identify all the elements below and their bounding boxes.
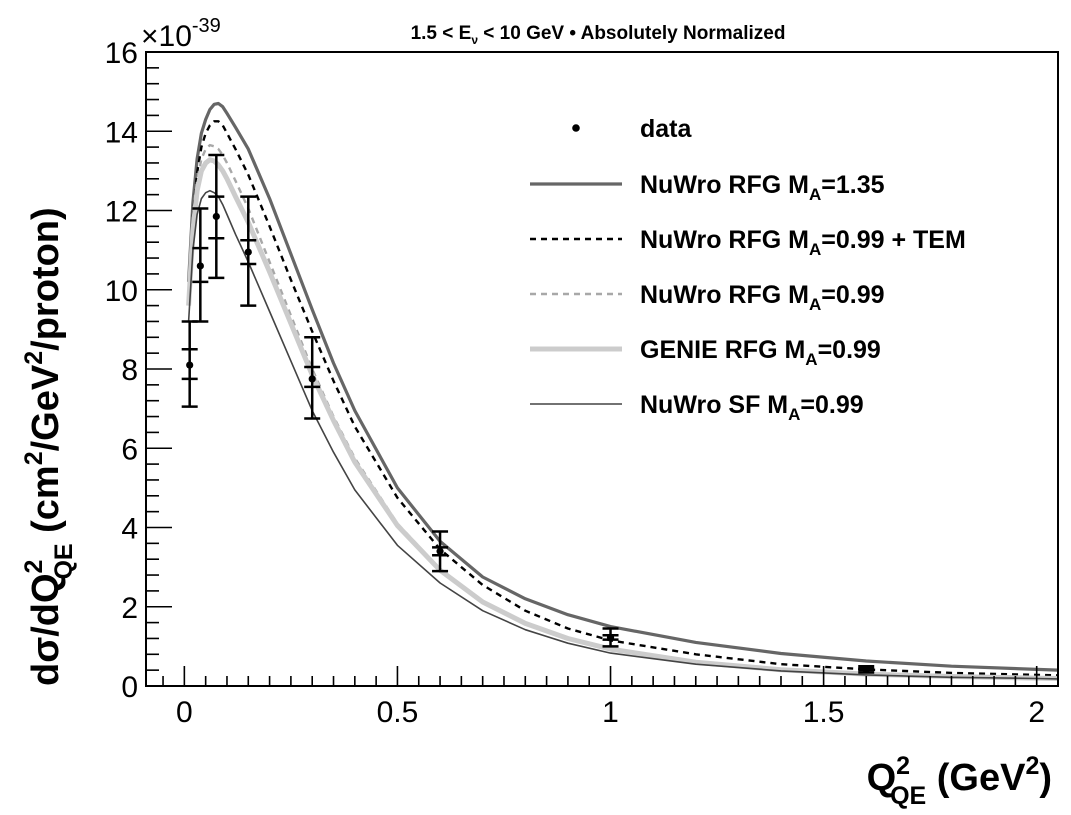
y-axis-exponent: ×10-39	[141, 15, 221, 53]
data-marker	[606, 634, 615, 642]
x-tick-label: 1	[602, 696, 619, 729]
x-tick-label: 1.5	[803, 696, 845, 729]
legend-entry-2: NuWro RFG MA=0.99	[530, 281, 885, 314]
data-marker	[436, 547, 444, 555]
data-point-3	[240, 195, 257, 307]
y-tick-label: 12	[105, 196, 138, 229]
legend-entry-0: NuWro RFG MA=1.35	[530, 171, 885, 204]
data-marker	[862, 665, 870, 673]
y-tick-label: 6	[121, 433, 138, 466]
axes: 0 0.5 1 1.5 2 0 2 4 6 8 10 12 14 16	[105, 37, 1059, 729]
chart-title: 1.5 < Eν < 10 GeV • Absolutely Normalize…	[411, 23, 786, 47]
model-curves	[186, 101, 1058, 681]
legend-label-2: NuWro RFG MA=0.99	[640, 281, 885, 314]
legend-entry-1: NuWro RFG MA=0.99 + TEM	[530, 226, 966, 259]
y-tick-label: 10	[105, 275, 138, 308]
x-axis-title: Q2 QE (GeV2)	[867, 752, 1052, 810]
legend-label-0: NuWro RFG MA=1.35	[640, 171, 885, 204]
data-point-1	[192, 207, 209, 323]
legend-marker-data	[572, 124, 580, 132]
legend-label-data: data	[640, 115, 693, 143]
data-point-5	[432, 530, 449, 573]
data-marker	[212, 212, 220, 221]
data-marker	[196, 262, 204, 270]
legend-label-3: GENIE RFG MA=0.99	[640, 336, 881, 369]
data-points	[181, 153, 875, 674]
y-tick-label: 0	[121, 671, 138, 704]
series-line-4	[187, 189, 1058, 680]
legend-entry-3: GENIE RFG MA=0.99	[530, 336, 881, 369]
data-marker	[308, 375, 316, 383]
x-tick-label: 2	[1028, 696, 1045, 729]
legend-label-4: NuWro SF MA=0.99	[640, 391, 864, 424]
series-line-1	[187, 120, 1058, 677]
legend-entry-4: NuWro SF MA=0.99	[530, 391, 864, 424]
data-marker	[244, 248, 252, 256]
legend-label-1: NuWro RFG MA=0.99 + TEM	[640, 226, 966, 259]
data-point-2	[208, 153, 225, 280]
x-tick-label: 0	[176, 696, 193, 729]
legend-entry-data: data	[572, 115, 693, 143]
data-point-7	[858, 664, 875, 674]
data-point-6	[602, 627, 619, 648]
data-point-0	[181, 320, 198, 408]
y-tick-label: 8	[121, 354, 138, 387]
y-tick-label: 4	[121, 513, 138, 546]
series-line-0	[187, 101, 1058, 672]
y-tick-label: 2	[121, 592, 138, 625]
y-tick-label: 16	[105, 37, 138, 70]
legend: data NuWro RFG MA=1.35 NuWro RFG MA=0.99 +…	[530, 115, 966, 424]
plot-frame	[145, 51, 1059, 687]
y-axis-title: dσ/dQ2QE (cm2/GeV2/proton)	[20, 207, 78, 686]
y-tick-label: 14	[105, 116, 138, 149]
x-tick-label: 0.5	[377, 696, 419, 729]
data-point-4	[304, 336, 321, 420]
data-marker	[186, 361, 194, 369]
